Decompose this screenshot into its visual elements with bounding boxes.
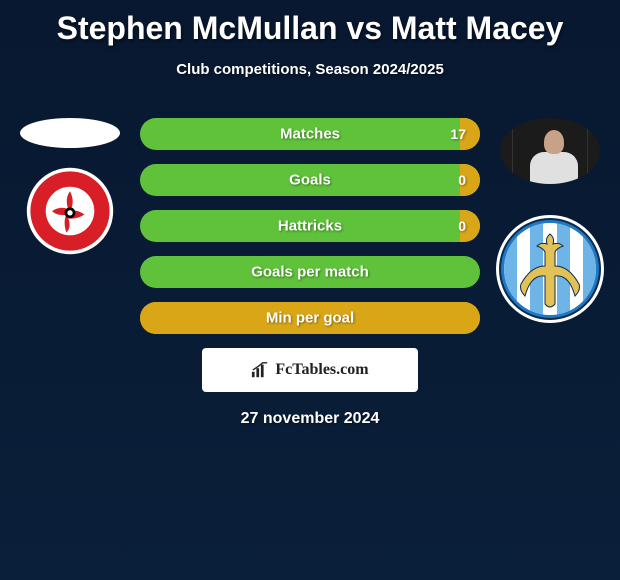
page-subtitle: Club competitions, Season 2024/2025: [0, 61, 620, 78]
stat-label: Goals per match: [140, 264, 480, 281]
comparison-content: Matches 17 Goals 0 Hattricks 0 Goals per…: [0, 118, 620, 334]
stat-row-hattricks: Hattricks 0: [140, 210, 480, 242]
brand-badge[interactable]: FcTables.com: [202, 348, 418, 392]
stat-bars: Matches 17 Goals 0 Hattricks 0 Goals per…: [140, 118, 480, 334]
right-club-logo: [495, 214, 605, 324]
stat-label: Goals: [140, 172, 480, 189]
footer-date: 27 november 2024: [0, 410, 620, 428]
stat-value-right: 0: [458, 218, 466, 234]
stat-label: Hattricks: [140, 218, 480, 235]
stat-row-mpg: Min per goal: [140, 302, 480, 334]
fleetwood-icon: [25, 166, 115, 256]
brand-text: FcTables.com: [275, 361, 368, 379]
chart-icon: [251, 361, 269, 379]
right-player-avatar: [500, 118, 600, 184]
left-player-column: [10, 118, 130, 256]
colchester-icon: [495, 214, 605, 324]
stat-value-right: 17: [450, 126, 466, 142]
stat-label: Min per goal: [140, 310, 480, 327]
stat-row-gpm: Goals per match: [140, 256, 480, 288]
left-club-logo: [25, 166, 115, 256]
stat-row-matches: Matches 17: [140, 118, 480, 150]
stat-row-goals: Goals 0: [140, 164, 480, 196]
left-player-avatar: [20, 118, 120, 148]
page-title: Stephen McMullan vs Matt Macey: [0, 0, 620, 47]
stat-label: Matches: [140, 126, 480, 143]
right-player-column: [490, 118, 610, 324]
stat-value-right: 0: [458, 172, 466, 188]
